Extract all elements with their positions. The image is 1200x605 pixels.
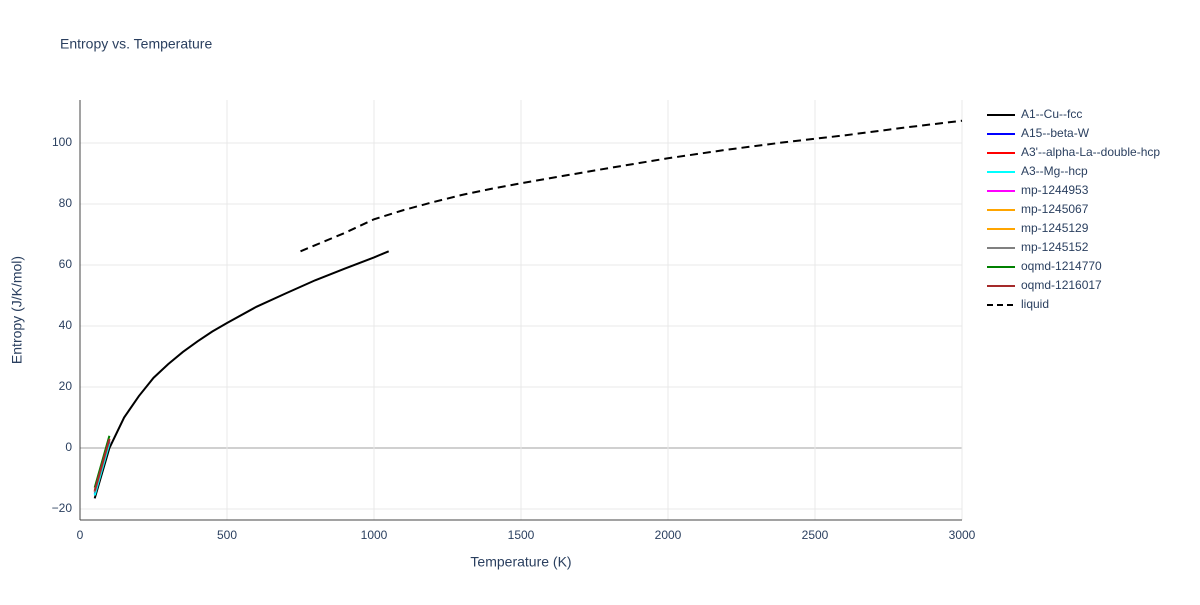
y-tick-label: 20	[59, 379, 73, 393]
data-line	[93, 438, 111, 491]
x-tick-label: 2000	[655, 528, 682, 542]
legend-label: mp-1245129	[1021, 221, 1089, 235]
legend-label: mp-1245067	[1021, 202, 1089, 216]
legend-label: liquid	[1021, 297, 1049, 311]
legend-label: oqmd-1214770	[1021, 259, 1102, 273]
x-tick-label: 3000	[949, 528, 976, 542]
legend-label: mp-1245152	[1021, 240, 1089, 254]
legend-label: A1--Cu--fcc	[1021, 107, 1082, 121]
y-tick-label: −20	[52, 501, 73, 515]
x-tick-label: 1500	[508, 528, 535, 542]
data-line	[93, 250, 390, 499]
x-tick-label: 2500	[802, 528, 829, 542]
legend-label: oqmd-1216017	[1021, 278, 1102, 292]
legend-label: A3--Mg--hcp	[1021, 164, 1088, 178]
legend-label: A15--beta-W	[1021, 126, 1090, 140]
y-axis-label: Entropy (J/K/mol)	[9, 256, 25, 364]
chart-title: Entropy vs. Temperature	[60, 36, 212, 52]
y-tick-label: 80	[59, 196, 73, 210]
x-tick-label: 500	[217, 528, 237, 542]
y-tick-label: 0	[65, 440, 72, 454]
x-axis-label: Temperature (K)	[470, 554, 571, 570]
y-tick-label: 40	[59, 318, 73, 332]
legend-label: mp-1244953	[1021, 183, 1089, 197]
y-tick-label: 60	[59, 257, 73, 271]
data-line	[300, 119, 963, 253]
x-tick-label: 0	[77, 528, 84, 542]
x-tick-label: 1000	[361, 528, 388, 542]
legend-label: A3'--alpha-La--double-hcp	[1021, 145, 1160, 159]
y-tick-label: 100	[52, 135, 72, 149]
